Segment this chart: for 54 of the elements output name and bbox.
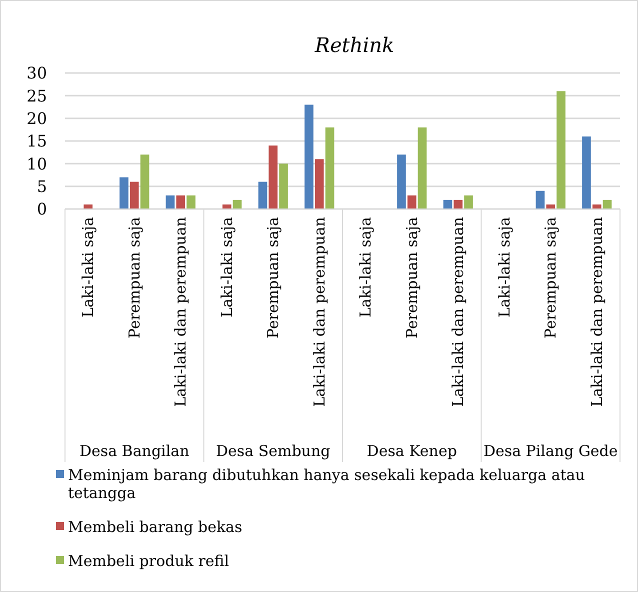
bar [120, 177, 128, 209]
bar [222, 204, 232, 209]
x-tick-label: Laki-laki dan perempuan [310, 216, 328, 407]
legend-label: Membeli barang bekas [68, 518, 242, 536]
bar [407, 195, 416, 209]
text: Desa Bangilan [80, 442, 190, 460]
bar [443, 200, 452, 209]
bar [268, 146, 278, 209]
y-tick-label: 5 [36, 176, 47, 196]
x-tick-label: Perempuan saja [542, 216, 560, 338]
bar [582, 136, 591, 209]
y-tick-label: 20 [26, 108, 47, 128]
x-tick-label: Perempuan saja [402, 216, 421, 338]
y-tick-label: 25 [26, 86, 47, 106]
bar [464, 195, 473, 209]
x-tick-label: Laki-laki dan perempuan [172, 216, 190, 407]
bar [325, 127, 334, 209]
bar [454, 200, 463, 209]
x-tick-label: Laki-laki saja [356, 216, 375, 318]
bar [592, 204, 602, 209]
text: Desa Kenep [366, 442, 457, 460]
bar [130, 182, 139, 209]
bar [556, 91, 566, 209]
bar [84, 204, 93, 209]
bar [186, 195, 196, 209]
bar [140, 154, 150, 209]
bar [602, 200, 612, 209]
bar [258, 182, 268, 209]
legend-label: Meminjam barang dibutuhkan hanya sesekali kepada keluarga atau tetangga [68, 466, 586, 502]
bar [314, 159, 324, 209]
x-tick-label: Laki-laki saja [495, 216, 514, 318]
text: Desa Pilang Gede [483, 442, 618, 460]
x-tick-label: Laki-laki saja [218, 216, 236, 318]
x-tick-label: Laki-laki dan perempuan [588, 216, 606, 407]
bar [418, 127, 427, 209]
bar [166, 195, 175, 209]
y-tick-label: 0 [36, 200, 47, 219]
y-tick-label: 15 [26, 132, 47, 151]
x-tick-label: Laki-laki dan perempuan [449, 216, 468, 407]
bar [176, 195, 186, 209]
bar [232, 200, 242, 209]
text: Desa Sembung [216, 442, 331, 460]
y-tick-label: 10 [26, 154, 47, 174]
bar [279, 164, 288, 209]
legend-label: Membeli produk refil [68, 552, 230, 570]
x-tick-label: Perempuan saja [125, 216, 144, 338]
bar [536, 190, 545, 209]
bar [397, 154, 406, 209]
bar [546, 204, 556, 209]
x-tick-label: Laki-laki saja [79, 216, 98, 318]
y-tick-label: 30 [26, 64, 47, 83]
bar [304, 104, 314, 209]
chart-title: Rethink [314, 33, 394, 57]
x-tick-label: Perempuan saja [264, 216, 282, 338]
